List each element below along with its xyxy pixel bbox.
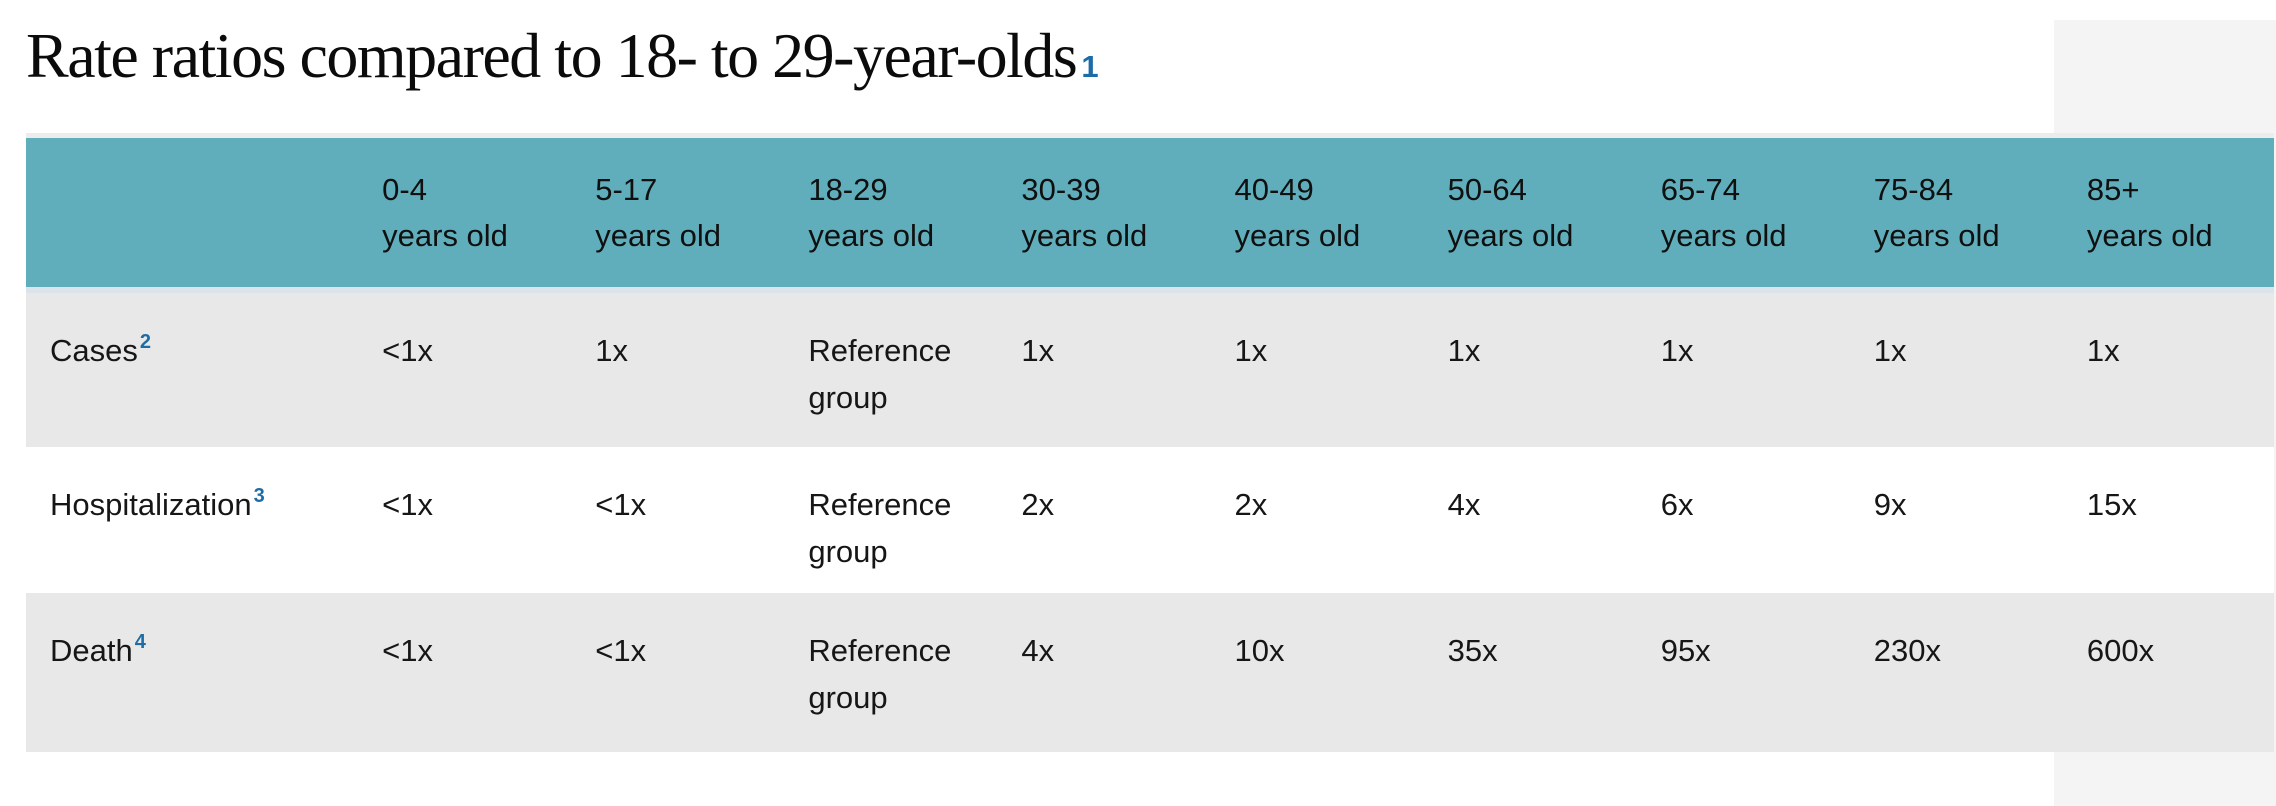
rate-cell: 1x	[1660, 333, 1694, 368]
table-row-hospitalization: Hospitalization 3 <1x <1x Reference group…	[26, 447, 2274, 593]
rate-cell: 1x	[595, 333, 628, 368]
age-column-header: 75-84 years old	[1847, 138, 2061, 293]
age-column-header: 5-17 years old	[569, 138, 783, 293]
rate-cell: 1x	[1447, 333, 1481, 368]
footnote-link-4[interactable]: 4	[134, 631, 146, 653]
rate-cell: 95x	[1660, 633, 1711, 668]
rate-cell: 1x	[2086, 333, 2120, 368]
rate-cell: 4x	[1447, 487, 1481, 522]
age-unit: years old	[1021, 217, 1148, 253]
age-range: 18-29	[808, 171, 888, 207]
table-row-death: Death 4 <1x <1x Reference group 4x 10x 35…	[26, 593, 2274, 752]
age-range: 40-49	[1234, 171, 1314, 207]
footnote-link-2[interactable]: 2	[139, 331, 151, 353]
row-label-text: Hospitalization	[50, 487, 252, 522]
age-unit: years old	[595, 217, 722, 253]
rate-ratios-table: 0-4 years old 5-17 years old 18-29 years…	[26, 133, 2274, 752]
age-range: 75-84	[1873, 171, 1954, 207]
age-range: 50-64	[1447, 171, 1527, 207]
page-title: Rate ratios compared to 18- to 29-year-o…	[26, 20, 2276, 103]
age-unit: years old	[2086, 217, 2213, 253]
age-column-header: 30-39 years old	[995, 138, 1209, 293]
rate-cell: <1x	[382, 333, 433, 368]
rate-cell: 1x	[1234, 333, 1268, 368]
footnote-link-1[interactable]: 1	[1081, 49, 1099, 84]
rate-cell: 230x	[1873, 633, 1942, 668]
age-column-header: 65-74 years old	[1634, 138, 1848, 293]
rate-cell: 6x	[1660, 487, 1694, 522]
rate-cell: <1x	[382, 487, 433, 522]
rate-cell: 2x	[1234, 487, 1268, 522]
row-label: Cases 2	[26, 293, 356, 447]
age-unit: years old	[1660, 217, 1787, 253]
rate-cell: 2x	[1021, 487, 1055, 522]
rate-cell: <1x	[382, 633, 433, 668]
rate-cell: 35x	[1447, 633, 1498, 668]
footnote-link-3[interactable]: 3	[253, 485, 265, 507]
rate-cell: 15x	[2086, 487, 2137, 522]
rate-cell: Reference group	[808, 333, 952, 415]
rate-cell: <1x	[595, 487, 647, 522]
age-header-row: 0-4 years old 5-17 years old 18-29 years…	[26, 138, 2274, 293]
age-range: 85+	[2086, 171, 2140, 207]
age-range: 5-17	[595, 171, 658, 207]
age-column-header: 18-29 years old	[782, 138, 996, 293]
rate-cell: <1x	[595, 633, 647, 668]
rate-cell: 9x	[1873, 487, 1907, 522]
rate-ratios-figure: Rate ratios compared to 18- to 29-year-o…	[0, 20, 2276, 752]
row-label: Hospitalization 3	[26, 447, 356, 593]
rate-cell: Reference group	[808, 633, 952, 715]
rate-cell: 10x	[1234, 633, 1285, 668]
rate-cell: 1x	[1873, 333, 1907, 368]
rate-cell: 4x	[1021, 633, 1055, 668]
age-column-header: 85+ years old	[2060, 138, 2274, 293]
rate-ratios-table-wrap: 0-4 years old 5-17 years old 18-29 years…	[26, 133, 2274, 752]
age-range: 65-74	[1660, 171, 1740, 207]
corner-header-cell	[26, 138, 357, 293]
age-unit: years old	[382, 217, 508, 253]
age-column-header: 40-49 years old	[1208, 138, 1422, 293]
row-label-text: Death	[50, 633, 133, 668]
age-unit: years old	[1447, 217, 1574, 253]
age-range: 30-39	[1021, 171, 1101, 207]
rate-cell: 1x	[1021, 333, 1055, 368]
age-unit: years old	[1873, 217, 2000, 253]
table-row-cases: Cases 2 <1x 1x Reference group 1x 1x 1x 1…	[26, 293, 2274, 447]
age-column-header: 50-64 years old	[1421, 138, 1635, 293]
rate-cell: 600x	[2086, 633, 2155, 668]
rate-cell: Reference group	[808, 487, 952, 569]
row-label-text: Cases	[50, 333, 138, 368]
age-column-header: 0-4 years old	[356, 138, 570, 293]
age-unit: years old	[1234, 217, 1361, 253]
row-label: Death 4	[26, 593, 356, 752]
age-range: 0-4	[382, 171, 427, 207]
age-unit: years old	[808, 217, 935, 253]
page-title-text: Rate ratios compared to 18- to 29-year-o…	[26, 20, 1078, 91]
